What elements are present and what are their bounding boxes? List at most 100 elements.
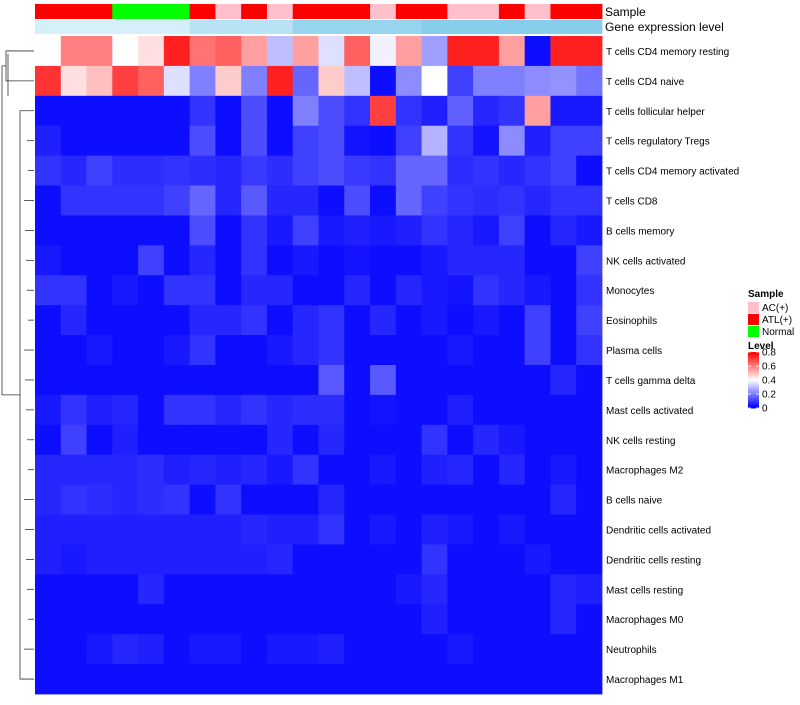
heatmap-cell <box>215 155 242 186</box>
heatmap-cell <box>473 514 500 545</box>
heatmap-cell <box>138 454 165 486</box>
colorbar-step <box>748 364 759 367</box>
heatmap-cell <box>370 634 397 665</box>
heatmap-cell <box>498 95 526 127</box>
heatmap-cells <box>35 36 603 695</box>
heatmap-cell <box>112 95 139 127</box>
heatmap-cell <box>241 394 268 426</box>
heatmap-cell <box>498 305 526 336</box>
heatmap-cell <box>318 664 345 695</box>
heatmap-cell <box>266 574 294 605</box>
heatmap-cell <box>524 305 551 336</box>
colorbar-step <box>748 394 759 396</box>
colorbar-step <box>748 375 759 378</box>
heatmap-cell <box>215 36 242 67</box>
gene-annotation-cell <box>524 20 551 34</box>
heatmap-cell <box>215 634 242 665</box>
heatmap-cell <box>112 36 139 67</box>
heatmap-cell <box>86 514 113 545</box>
colorbar-step <box>748 366 759 368</box>
heatmap-cell <box>60 514 87 545</box>
heatmap-cell <box>266 365 294 396</box>
heatmap-cell <box>473 185 500 216</box>
heatmap-cell <box>421 125 448 157</box>
heatmap-cell <box>163 95 191 127</box>
heatmap-cell <box>138 604 165 635</box>
heatmap-cell <box>344 125 371 157</box>
dendrogram-branch <box>5 50 34 82</box>
heatmap-cell <box>35 394 62 426</box>
heatmap-cell <box>447 185 474 216</box>
heatmap-cell <box>35 185 62 216</box>
heatmap-cell <box>241 664 268 695</box>
heatmap-cell <box>215 125 242 157</box>
heatmap-cell <box>35 245 62 276</box>
heatmap-cell <box>370 125 397 157</box>
heatmap-cell <box>550 335 577 366</box>
heatmap-cell <box>498 454 526 486</box>
legend-swatch <box>748 302 759 313</box>
heatmap-cell <box>344 514 371 545</box>
heatmap-cell <box>60 215 87 246</box>
heatmap-cell <box>112 305 139 336</box>
heatmap-cell <box>266 634 294 665</box>
dendrogram-branch <box>1 65 20 396</box>
heatmap-cell <box>60 335 87 366</box>
heatmap-cell <box>189 36 216 67</box>
gene-annotation-cell <box>344 20 371 34</box>
heatmap-cell <box>86 335 113 366</box>
heatmap-cell <box>112 365 139 396</box>
sample-annotation-cell <box>344 4 371 19</box>
heatmap-cell <box>60 36 87 67</box>
heatmap-cell <box>163 634 191 665</box>
heatmap-cell <box>35 95 62 127</box>
gene-annotation-cell <box>60 20 87 34</box>
legend-sample-title: Sample <box>748 289 784 300</box>
heatmap-cell <box>138 484 165 515</box>
row-label: NK cells activated <box>606 256 685 267</box>
heatmap-cell <box>189 305 216 336</box>
heatmap-cell <box>266 335 294 366</box>
heatmap-cell <box>86 185 113 216</box>
row-label: Eosinophils <box>606 316 657 327</box>
heatmap-cell <box>60 185 87 216</box>
heatmap-cell <box>138 544 165 575</box>
heatmap-cell <box>189 514 216 545</box>
heatmap-cell <box>163 514 191 545</box>
heatmap-cell <box>498 664 526 695</box>
legend-swatch <box>748 314 759 325</box>
row-label: T cells CD8 <box>606 197 658 208</box>
heatmap-cell <box>473 634 500 665</box>
legend-label: ATL(+) <box>762 315 792 326</box>
heatmap-cell <box>576 604 603 635</box>
colorbar-step <box>748 367 759 370</box>
heatmap-cell <box>292 65 319 97</box>
legend: Sample AC(+)ATL(+)Normal Level 0.8 0.6 0.4… <box>748 289 794 415</box>
heatmap-cell <box>524 365 551 396</box>
heatmap-cell <box>576 664 603 695</box>
sample-annotation-cell <box>421 4 448 19</box>
heatmap-cell <box>318 185 345 216</box>
heatmap-cell <box>550 36 577 67</box>
heatmap-cell <box>138 275 165 306</box>
heatmap-cell <box>60 125 87 157</box>
heatmap-cell <box>447 604 474 635</box>
sample-annotation-cell <box>292 4 319 19</box>
gene-annotation-cell <box>189 20 216 34</box>
heatmap-cell <box>576 544 603 575</box>
heatmap-cell <box>189 544 216 575</box>
heatmap-cell <box>241 215 268 246</box>
heatmap-cell <box>35 604 62 635</box>
heatmap-cell <box>86 95 113 127</box>
heatmap-cell <box>318 544 345 575</box>
row-label: Mast cells resting <box>606 585 683 596</box>
heatmap-cell <box>215 664 242 695</box>
heatmap-cell <box>395 454 422 486</box>
heatmap-cell <box>138 65 165 97</box>
heatmap-cell <box>35 664 62 695</box>
heatmap-cell <box>370 36 397 67</box>
heatmap-cell <box>421 305 448 336</box>
heatmap-cell <box>498 215 526 246</box>
gene-annotation-cell <box>266 20 294 34</box>
heatmap-cell <box>189 365 216 396</box>
